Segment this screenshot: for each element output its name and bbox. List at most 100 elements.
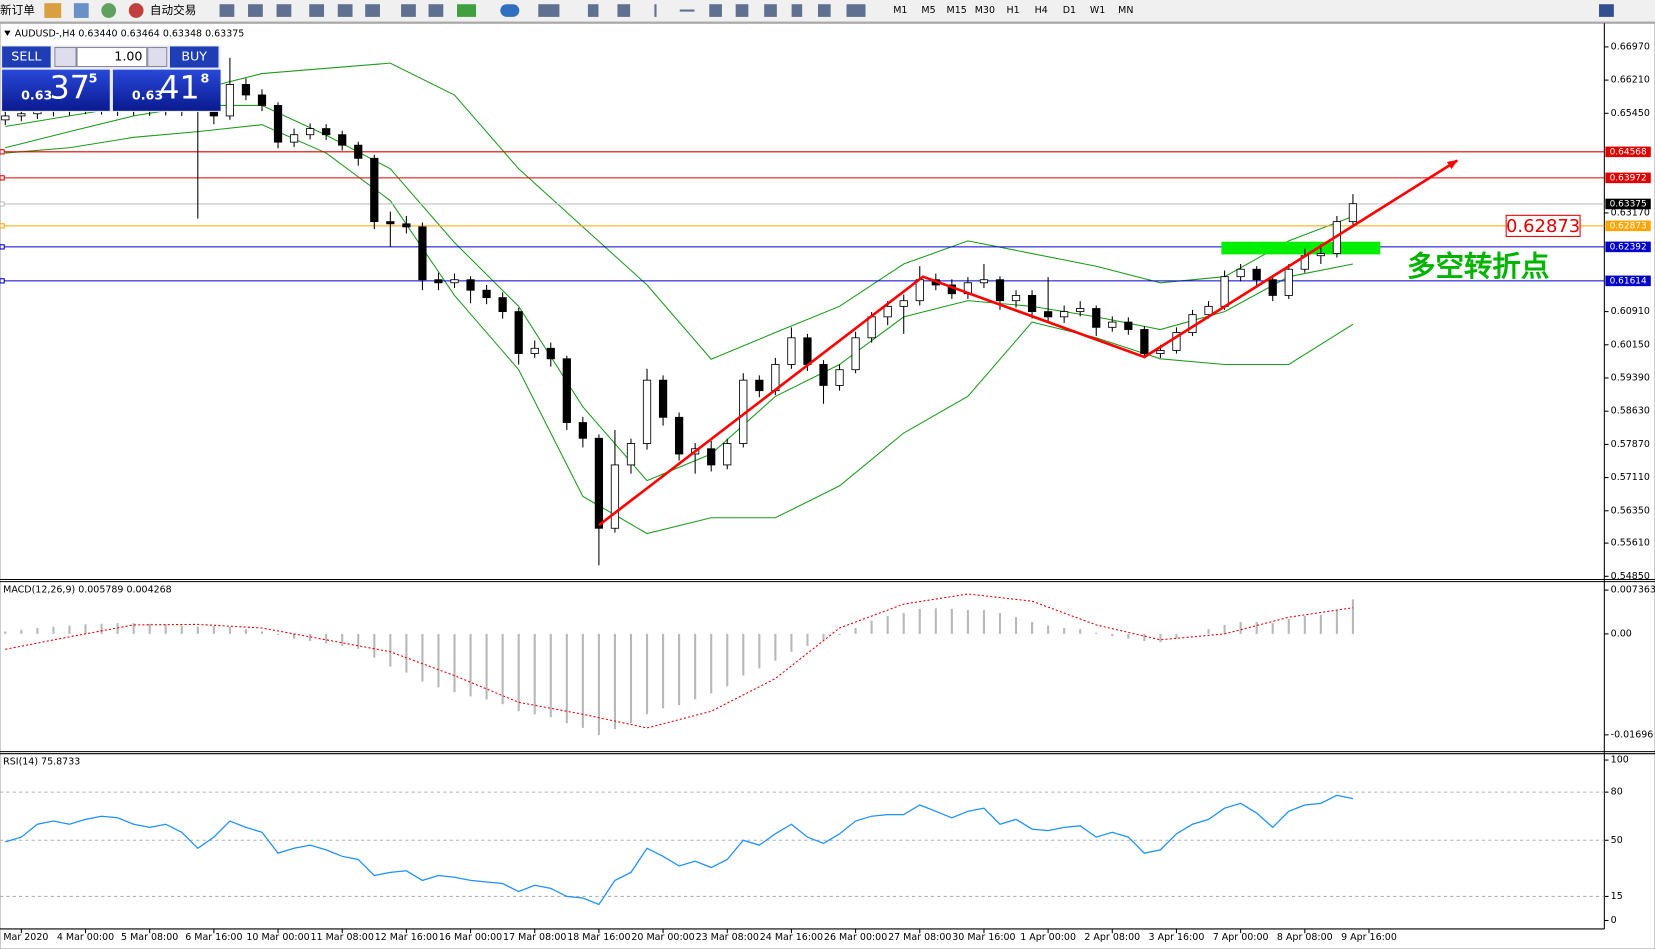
icon[interactable] — [128, 3, 144, 18]
timeframe-button[interactable]: W1 — [1090, 5, 1105, 16]
candle-body — [1140, 329, 1149, 354]
level-tag-label: 0.64568 — [1610, 147, 1647, 157]
buy-button[interactable] — [169, 46, 219, 68]
trade-panel: SELL 1.00 BUY 0.63 37 5 0.63 41 8 — [1, 45, 221, 112]
candle-body — [1236, 268, 1245, 278]
level-tag — [1605, 241, 1651, 253]
level-anchor — [0, 223, 5, 229]
candle-body — [562, 358, 571, 423]
x-tick-label: 26 Mar 00:00 — [824, 932, 887, 943]
y-tick-label: 0.58630 — [1611, 406, 1650, 417]
timeframe-button[interactable]: D1 — [1063, 5, 1076, 16]
level-tag — [1605, 220, 1651, 232]
candle-body — [1124, 321, 1133, 330]
bid-frac: 5 — [89, 71, 98, 86]
candle-body — [1011, 295, 1021, 302]
rsi-line — [5, 794, 1354, 906]
y-tick-label: 0.55610 — [1611, 538, 1650, 549]
candle-body — [402, 223, 411, 228]
candle-body — [755, 379, 764, 392]
x-tick-label: 18 Mar 16:00 — [567, 932, 630, 943]
candle-body — [1172, 332, 1181, 351]
candle-body — [803, 337, 812, 365]
x-tick-label: 7 Apr 00:00 — [1213, 932, 1269, 943]
timeframe-button[interactable]: M30 — [975, 5, 995, 16]
x-tick-label: 23 Mar 08:00 — [696, 932, 759, 943]
chart-title: AUDUSD-,H4 0.63440 0.63464 0.63348 0.633… — [15, 28, 245, 39]
level-anchor — [0, 201, 5, 207]
ask-pips: 41 — [159, 71, 199, 107]
ask-frac: 8 — [201, 71, 210, 86]
candle-body — [418, 226, 427, 281]
lot-up[interactable] — [147, 46, 168, 68]
x-tick-label: 2 Apr 08:00 — [1084, 932, 1140, 943]
timeframe-button[interactable]: M15 — [947, 5, 967, 16]
icon[interactable] — [73, 3, 89, 18]
sell-label[interactable]: SELL — [11, 49, 41, 64]
x-tick-label: 24 Mar 16:00 — [760, 932, 823, 943]
candle-body — [257, 94, 267, 106]
chart-frame — [0, 22, 1655, 949]
x-tick-label: 2 Mar 2020 — [0, 932, 48, 943]
y-tick-label: 0.65450 — [1611, 108, 1650, 119]
icon[interactable] — [101, 3, 117, 18]
buy-label[interactable]: BUY — [181, 49, 207, 64]
x-tick-label: 17 Mar 08:00 — [503, 932, 566, 943]
x-tick-label: 5 Mar 08:00 — [121, 932, 178, 943]
timeframe-button[interactable]: M1 — [893, 5, 907, 16]
annotation: 多空转折点 — [1407, 250, 1549, 283]
y-tick-label: 0.54850 — [1611, 571, 1650, 582]
x-tick-label: 1 Apr 00:00 — [1020, 932, 1076, 943]
lot-down[interactable] — [54, 46, 77, 68]
y-tick-label: 0.57110 — [1611, 472, 1650, 483]
level-anchor — [0, 175, 5, 181]
candle-body — [1076, 308, 1085, 313]
toolbar-icons[interactable] — [219, 4, 1614, 17]
candle-body — [867, 316, 876, 339]
zone — [1221, 241, 1381, 255]
y-tick-label: 15 — [1611, 891, 1623, 902]
y-tick-label: 0.00 — [1611, 628, 1632, 639]
candle-body — [1268, 279, 1277, 296]
timeframe-button[interactable]: MN — [1118, 5, 1133, 16]
timeframe-button[interactable]: M5 — [921, 5, 935, 16]
bid-box[interactable] — [2, 69, 110, 111]
level-tag-label: 0.62873 — [1610, 221, 1647, 231]
auto-trade-button[interactable]: 自动交易 — [150, 3, 196, 17]
candle-body — [578, 422, 587, 439]
y-tick-label: 50 — [1611, 835, 1623, 846]
level-anchor — [0, 149, 5, 155]
candle-body — [883, 305, 892, 318]
sell-button[interactable] — [2, 46, 51, 68]
level-tag — [1605, 275, 1651, 287]
ask-box[interactable] — [112, 69, 221, 111]
trend-line — [598, 159, 1459, 527]
y-tick-label: 100 — [1611, 755, 1629, 766]
candle-body — [626, 443, 636, 466]
level-tag-label: 0.63375 — [1610, 199, 1647, 209]
candle-body — [658, 379, 668, 418]
level-tag-label: 0.61614 — [1610, 276, 1647, 286]
candle-body — [642, 379, 652, 444]
icon[interactable] — [44, 3, 62, 18]
candle-body — [514, 311, 523, 354]
new-order-button[interactable]: 新订单 — [0, 3, 35, 17]
lot-input[interactable] — [76, 46, 148, 68]
candle-body — [1252, 268, 1261, 281]
bollinger-band — [5, 124, 1354, 535]
candle-body — [17, 113, 26, 117]
lot-value[interactable]: 1.00 — [114, 49, 142, 64]
candle-body — [1156, 350, 1165, 354]
candle-body — [979, 279, 989, 284]
timeframe-button[interactable]: H1 — [1006, 5, 1019, 16]
candle-body — [498, 297, 507, 313]
candle-body — [1204, 305, 1213, 316]
y-tick-label: 0.63170 — [1611, 207, 1650, 218]
timeframe-button[interactable]: H4 — [1035, 5, 1048, 16]
candle-body — [674, 416, 684, 455]
candle-body — [1348, 203, 1358, 223]
bid-big: 0.63 — [21, 88, 52, 103]
y-tick-label: 0.007363 — [1611, 585, 1655, 596]
candle-body — [434, 279, 443, 284]
y-tick-label: 80 — [1611, 787, 1623, 798]
